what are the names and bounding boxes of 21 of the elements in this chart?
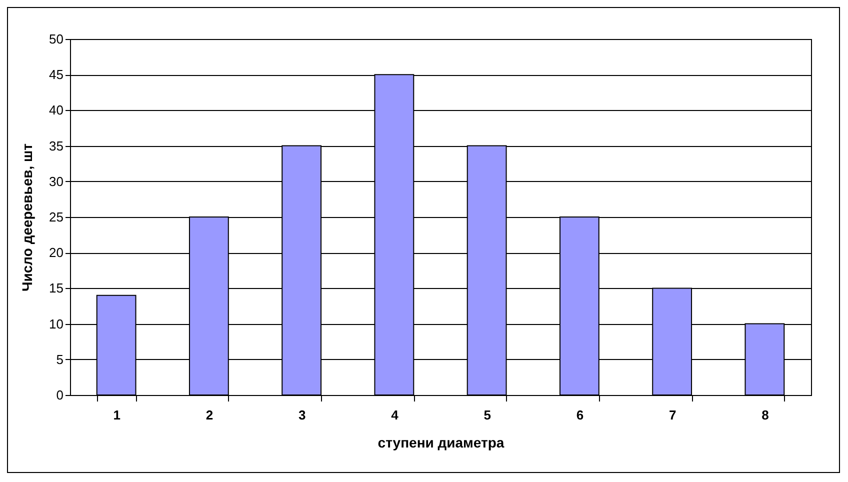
y-tick-label: 5 <box>56 352 64 367</box>
x-tick-label: 8 <box>762 408 769 422</box>
y-tick-label: 20 <box>49 245 64 260</box>
y-tick-label: 40 <box>49 102 64 118</box>
y-tick-label: 10 <box>49 316 64 332</box>
x-tick-label: 1 <box>113 408 120 422</box>
y-tick-label: 35 <box>49 138 64 154</box>
y-tick-label: 30 <box>49 174 64 189</box>
x-tick-label: 3 <box>298 408 306 422</box>
x-tick-label: 2 <box>206 408 214 422</box>
x-tick-label: 4 <box>391 408 400 422</box>
y-axis-title: Число дееревьев, шт <box>19 143 36 292</box>
y-tick-label: 25 <box>49 210 64 224</box>
x-tick-label: 6 <box>576 408 584 422</box>
x-tick-label: 5 <box>484 408 491 422</box>
y-tick-label: 50 <box>49 32 64 46</box>
x-tick-label: 7 <box>668 408 676 422</box>
y-tick-label: 15 <box>49 280 64 296</box>
y-tick-label: 0 <box>56 388 64 402</box>
x-axis-title: ступени диаметра <box>378 434 504 450</box>
y-tick-label: 45 <box>49 67 64 82</box>
